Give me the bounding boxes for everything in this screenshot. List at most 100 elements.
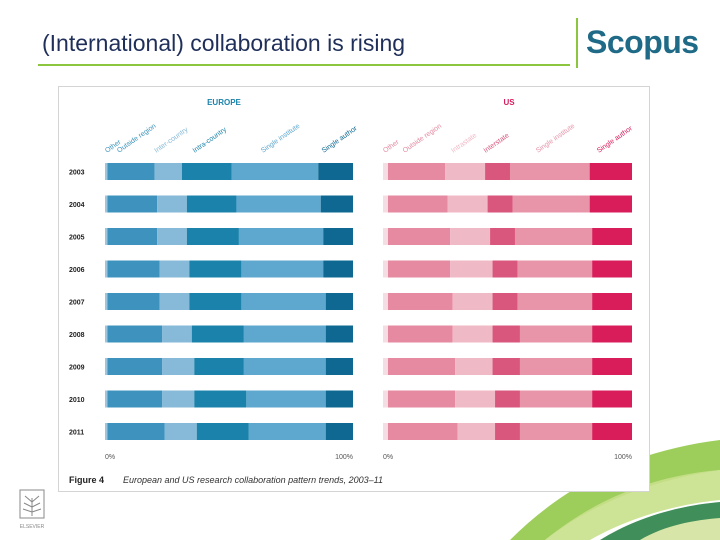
us-bar-2008-single-author [592,325,632,343]
europe-bar-2007-outside-region [107,293,160,310]
europe-legend-label-3: Intra-country [192,126,229,155]
us-bar-2010-interstate [495,390,520,408]
us-bar-2003-other [383,163,388,180]
us-bar-2006-interstate [492,260,518,278]
us-legend: Other Outside region Intrastate Interstate S… [382,123,634,155]
us-legend-label-3: Interstate [483,132,511,155]
us-bar-2004-single-author [589,195,632,213]
figure-panel: EUROPE US Other Outside region Inter-count… [58,86,650,492]
us-bar-2006-other [383,260,388,278]
us-bar-2009-intrastate [455,358,493,375]
us-legend-label-0: Other [382,138,401,154]
us-bar-2004-outside-region [387,195,448,213]
us-bar-2007-interstate [492,293,518,310]
europe-bar-2008-other [105,325,108,343]
us-bar-2004-intrastate [447,195,488,213]
us-bar-2008-interstate [492,325,520,343]
europe-bar-2004-intra-country [186,195,237,213]
europe-legend-label-5: Single author [321,125,359,155]
europe-bar-2009-single-institute [243,358,326,375]
us-bar-2010-single-institute [519,390,593,408]
us-bar-2004-other [383,195,388,213]
europe-bar-2003-outside-region [107,163,155,180]
us-bar-2009-other [383,358,388,375]
us-bar-2011-other [383,423,388,440]
europe-bar-2006-single-author [323,260,353,278]
us-legend-label-1: Outside region [402,123,443,155]
europe-legend-label-1: Outside region [116,123,157,155]
europe-bar-2006-single-institute [241,260,324,278]
europe-bar-2011-other [105,423,108,440]
europe-bar-2006-outside-region [107,260,160,278]
europe-bar-2008-outside-region [107,325,163,343]
europe-bar-2003-inter-country [154,163,182,180]
us-bar-2010-outside-region [387,390,456,408]
us-bar-2009-single-author [592,358,632,375]
europe-bar-2007-other [105,293,108,310]
scopus-logo: Scopus [586,24,699,60]
year-label: 2007 [69,300,85,307]
us-bar-2003-single-institute [509,163,590,180]
us-bar-2005-intrastate [450,228,491,245]
europe-bar-2008-inter-country [162,325,192,343]
us-bar-2004-single-institute [512,195,590,213]
bar-rows: 2003 2004 2005 2006 2007 2008 2009 2010 2011 [69,163,632,440]
us-bar-2006-single-institute [517,260,593,278]
europe-bar-2008-single-institute [243,325,326,343]
us-bar-2003-interstate [485,163,510,180]
europe-bar-2010-inter-country [162,390,195,408]
us-axis-min-label: 0% [383,454,393,461]
us-bar-2003-intrastate [445,163,486,180]
europe-bar-2005-single-author [323,228,353,245]
europe-bar-2008-single-author [325,325,353,343]
europe-bar-2009-single-author [325,358,353,375]
us-bar-2008-other [383,325,388,343]
europe-bar-2010-other [105,390,108,408]
year-label: 2009 [69,365,85,372]
page-title: (International) collaboration is rising [42,30,406,56]
year-label: 2008 [69,332,85,339]
europe-bar-2010-single-author [325,390,353,408]
europe-bar-2004-other [105,195,108,213]
europe-bar-2006-other [105,260,108,278]
us-bar-2011-single-institute [519,423,593,440]
us-bar-2007-outside-region [387,293,453,310]
figure-caption: European and US research collaboration p… [123,475,383,485]
us-bar-2010-intrastate [455,390,496,408]
year-label: 2003 [69,170,85,177]
us-bar-2003-single-author [589,163,632,180]
europe-bar-2007-single-author [325,293,353,310]
us-bar-2007-intrastate [452,293,493,310]
year-label: 2011 [69,430,84,437]
europe-bar-2010-outside-region [107,390,163,408]
europe-chart-title: EUROPE [207,98,241,107]
year-label: 2010 [69,397,85,404]
us-bar-2006-single-author [592,260,632,278]
europe-bar-2006-intra-country [189,260,242,278]
us-chart-title: US [503,98,515,107]
logo-divider [576,18,578,68]
elsevier-wordmark: ELSEVIER [20,524,45,530]
europe-bar-2005-intra-country [186,228,239,245]
europe-bar-2006-inter-country [159,260,190,278]
us-legend-label-2: Intrastate [450,132,478,155]
us-bar-2005-single-author [592,228,632,245]
europe-bar-2011-intra-country [196,423,249,440]
us-bar-2011-interstate [495,423,520,440]
year-label: 2004 [69,202,85,209]
us-bar-2009-interstate [492,358,520,375]
us-bar-2008-single-institute [519,325,593,343]
europe-bar-2005-outside-region [107,228,158,245]
us-legend-label-4: Single institute [535,123,576,155]
europe-bar-2007-intra-country [189,293,242,310]
europe-bar-2004-inter-country [157,195,187,213]
us-bar-2005-other [383,228,388,245]
us-bar-2007-single-institute [517,293,593,310]
europe-axis-min-label: 0% [105,454,115,461]
europe-bar-2003-single-author [318,163,353,180]
year-label: 2005 [69,235,85,242]
us-bar-2007-single-author [592,293,632,310]
europe-bar-2005-other [105,228,108,245]
title-underline [38,64,570,66]
